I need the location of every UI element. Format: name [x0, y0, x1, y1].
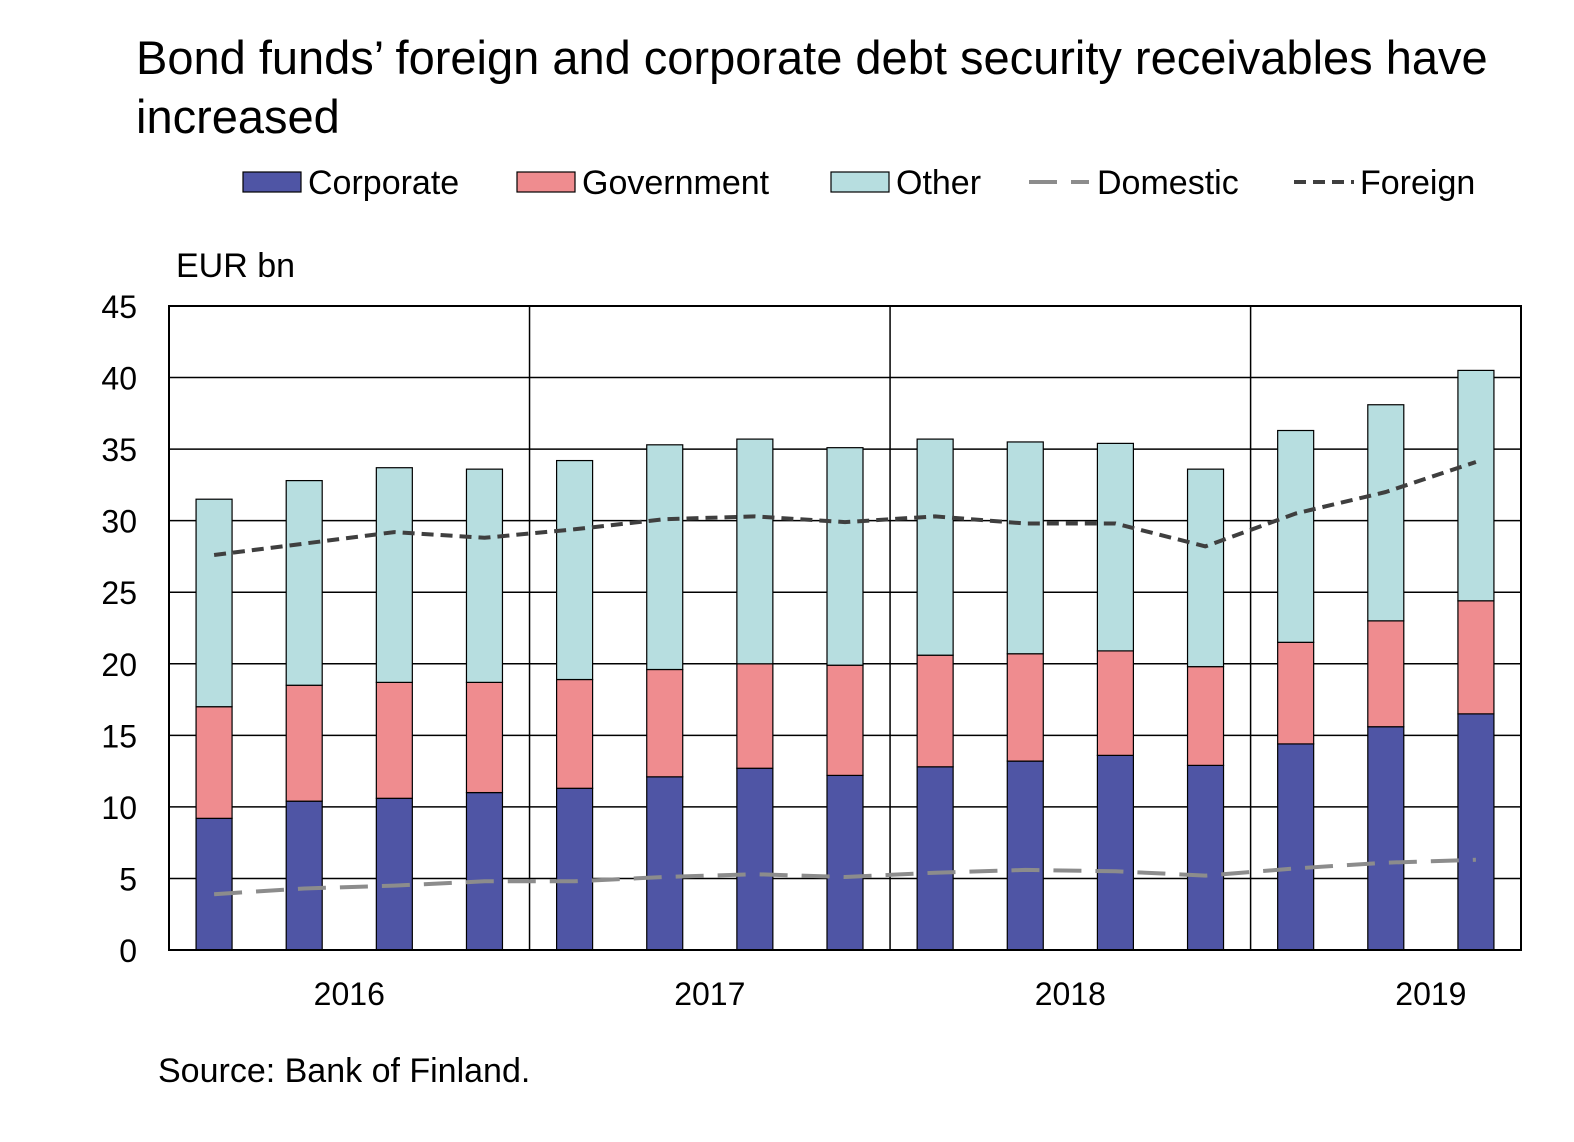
- legend-item-domestic: Domestic: [1029, 164, 1239, 202]
- bar-corporate-2018Q2: [1006, 760, 1044, 951]
- bar-government-2019Q3: [1457, 600, 1495, 715]
- source-note: Source: Bank of Finland.: [158, 1052, 530, 1090]
- bar-other-2019Q2: [1367, 404, 1405, 622]
- x-tick-labels: 2016 2017 2018 2019: [314, 976, 1467, 1012]
- bar-corporate-2016Q4: [465, 791, 504, 951]
- x-tick-label-2018: 2018: [1035, 976, 1106, 1012]
- y-tick-label: 10: [101, 790, 137, 826]
- legend-item-foreign: Foreign: [1294, 164, 1475, 202]
- legend: Corporate Government Other Domestic Foreign: [242, 164, 1475, 202]
- bar-corporate-2017Q2: [646, 776, 684, 951]
- bar-corporate-2016Q3: [375, 797, 413, 951]
- bar-corporate-2016Q2: [285, 800, 323, 951]
- bar-government-2018Q1: [916, 654, 954, 768]
- bar-other-2019Q3: [1457, 369, 1495, 602]
- y-tick-label: 30: [101, 504, 137, 540]
- bar-corporate-2019Q3: [1457, 713, 1495, 951]
- y-tick-label: 5: [119, 861, 137, 897]
- bar-government-2017Q2: [646, 668, 684, 778]
- y-tick-label: 40: [101, 361, 137, 397]
- bar-other-2017Q2: [646, 444, 684, 671]
- y-tick-label: 45: [101, 289, 137, 325]
- bar-other-2018Q1: [916, 438, 954, 656]
- bar-government-2019Q2: [1367, 620, 1405, 728]
- bar-corporate-2017Q3: [736, 767, 774, 951]
- legend-label-foreign: Foreign: [1360, 164, 1475, 202]
- legend-label-other: Other: [896, 164, 981, 202]
- bar-corporate-2017Q1: [555, 787, 594, 951]
- bar-other-2017Q3: [736, 438, 774, 665]
- legend-label-domestic: Domestic: [1097, 164, 1239, 202]
- bar-corporate-2019Q1: [1277, 743, 1315, 951]
- legend-label-government: Government: [582, 164, 770, 202]
- legend-swatch-other: [830, 171, 890, 193]
- bar-other-2019Q1: [1277, 429, 1315, 643]
- bar-government-2017Q3: [736, 663, 774, 769]
- bar-corporate-2018Q1: [916, 766, 954, 951]
- bar-other-2018Q3: [1096, 442, 1135, 652]
- y-tick-labels: 0 5 10 15 20 25 30 35 40 45: [101, 289, 137, 969]
- y-tick-label: 15: [101, 718, 137, 754]
- bar-other-2016Q2: [285, 479, 323, 686]
- bar-government-2018Q4: [1186, 666, 1225, 766]
- bar-other-2016Q3: [375, 467, 413, 683]
- bar-government-2016Q1: [195, 706, 233, 819]
- bar-other-2017Q4: [826, 447, 864, 666]
- line-foreign: [213, 460, 1477, 557]
- bar-government-2016Q4: [465, 681, 504, 794]
- legend-item-government: Government: [516, 164, 770, 202]
- bar-corporate-2019Q2: [1367, 726, 1405, 951]
- y-tick-label: 35: [101, 432, 137, 468]
- legend-swatch-corporate: [242, 171, 302, 193]
- y-tick-label: 25: [101, 575, 137, 611]
- bar-government-2018Q2: [1006, 653, 1044, 762]
- bar-other-2016Q1: [195, 498, 233, 708]
- bar-corporate-2016Q1: [195, 817, 233, 951]
- bar-other-2017Q1: [555, 459, 594, 681]
- bar-corporate-2017Q4: [826, 774, 864, 951]
- legend-label-corporate: Corporate: [308, 164, 459, 202]
- series-lines: [213, 460, 1477, 897]
- plot-frame: [168, 305, 1522, 951]
- bar-government-2016Q3: [375, 681, 413, 799]
- legend-item-corporate: Corporate: [242, 164, 459, 202]
- y-tick-label: 0: [119, 933, 137, 969]
- y-axis-unit-label: EUR bn: [176, 247, 295, 285]
- legend-swatch-government: [516, 171, 576, 193]
- x-tick-label-2016: 2016: [314, 976, 385, 1012]
- bar-government-2018Q3: [1096, 650, 1135, 756]
- chart-title: Bond funds’ foreign and corporate debt s…: [136, 31, 1488, 143]
- bar-other-2018Q2: [1006, 441, 1044, 655]
- bar-corporate-2018Q4: [1186, 764, 1225, 951]
- bars: [195, 369, 1495, 951]
- x-tick-label-2019: 2019: [1395, 976, 1466, 1012]
- line-domestic: [213, 857, 1476, 897]
- bar-government-2017Q1: [555, 678, 594, 789]
- bar-corporate-2018Q3: [1096, 754, 1135, 951]
- bar-other-2016Q4: [465, 468, 504, 683]
- x-tick-label-2017: 2017: [674, 976, 745, 1012]
- bar-other-2018Q4: [1186, 468, 1225, 668]
- bar-government-2019Q1: [1277, 641, 1315, 745]
- bar-government-2017Q4: [826, 664, 864, 777]
- bar-government-2016Q2: [285, 684, 323, 802]
- legend-item-other: Other: [830, 164, 981, 202]
- y-tick-label: 20: [101, 647, 137, 683]
